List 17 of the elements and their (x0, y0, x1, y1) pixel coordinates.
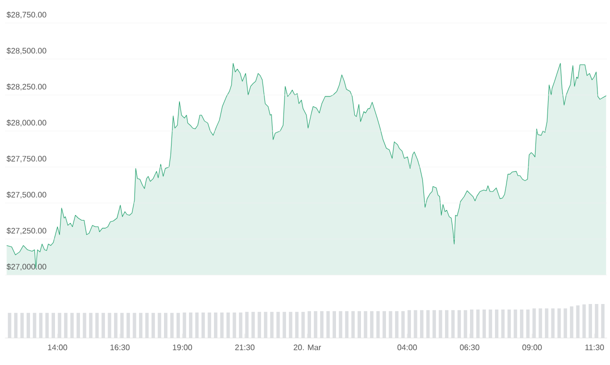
x-tick-label: 06:30 (460, 344, 480, 350)
y-tick-label: $28,500.00 (6, 48, 46, 54)
y-tick-label: $27,750.00 (6, 156, 46, 162)
x-tick-label: 16:30 (110, 344, 130, 350)
x-tick-label: 11:30 (585, 344, 604, 350)
x-tick-label: 19:00 (172, 344, 192, 350)
x-tick-label: 20. Mar (294, 344, 322, 350)
y-tick-label: $28,250.00 (6, 84, 46, 90)
x-tick-label: 04:00 (397, 344, 417, 350)
x-tick-label: 14:00 (48, 344, 68, 350)
y-tick-label: $28,000.00 (6, 120, 46, 126)
y-tick-label: $27,000.00 (6, 264, 46, 270)
x-tick-label: 21:30 (235, 344, 255, 350)
y-tick-label: $28,750.00 (6, 12, 46, 18)
x-tick-label: 09:00 (522, 344, 542, 350)
y-tick-label: $27,500.00 (6, 192, 46, 198)
y-tick-label: $27,250.00 (6, 228, 46, 234)
